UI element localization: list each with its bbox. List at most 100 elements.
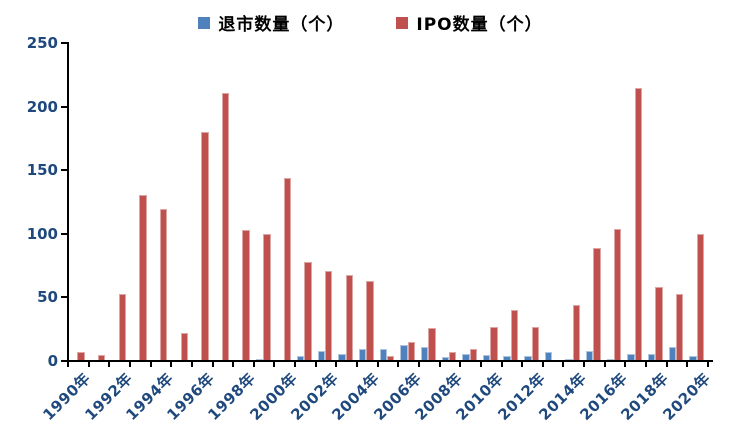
bar-delisting-2011年 (503, 356, 511, 360)
bar-ipo-1997年 (221, 92, 230, 360)
x-axis-tick (356, 362, 359, 367)
bar-ipo-1994年 (159, 208, 168, 360)
bar-ipo-2017年 (634, 87, 643, 360)
y-axis-label: 250 (26, 34, 58, 52)
bar-delisting-2008年 (441, 357, 449, 360)
bar-ipo-2018年 (655, 287, 663, 360)
bar-ipo-2005年 (387, 356, 395, 360)
y-axis (67, 42, 69, 362)
bar-ipo-1999年 (263, 234, 271, 360)
bar-delisting-2017年 (627, 353, 635, 360)
bar-ipo-1990年 (77, 352, 85, 360)
x-axis-tick (541, 362, 544, 367)
bar-delisting-2006年 (400, 344, 408, 360)
bar-ipo-1992年 (118, 293, 126, 360)
bar-ipo-2004年 (366, 281, 374, 360)
bar-ipo-2012年 (531, 326, 539, 360)
bar-ipo-1995年 (180, 333, 188, 360)
bar-delisting-2013年 (544, 352, 553, 360)
x-axis-tick (273, 362, 276, 367)
x-axis-tick (479, 362, 482, 367)
bar-ipo-2015年 (593, 248, 601, 360)
bar-ipo-2009年 (469, 348, 477, 360)
bar-ipo-2014年 (572, 305, 581, 360)
y-axis-tick (61, 360, 67, 362)
y-axis-label: 150 (26, 161, 58, 180)
y-axis-label: 50 (37, 288, 58, 307)
bar-ipo-2019年 (676, 293, 684, 360)
bar-ipo-1991年 (97, 354, 106, 360)
x-axis-tick (562, 362, 565, 367)
bar-delisting-2010年 (482, 354, 491, 360)
y-axis-label: 0 (47, 352, 58, 370)
y-axis-tick (61, 169, 67, 172)
bar-delisting-2005年 (379, 348, 387, 360)
legend-swatch-ipo-icon (396, 16, 409, 29)
bar-ipo-2002年 (325, 270, 333, 360)
x-axis-tick (603, 362, 606, 367)
bar-ipo-2000年 (283, 178, 292, 360)
x-axis-tick (438, 362, 441, 367)
x-axis-tick (376, 362, 379, 367)
y-axis-tick (61, 232, 67, 235)
bar-delisting-2019年 (668, 347, 677, 360)
bar-delisting-2001年 (297, 356, 305, 360)
bar-ipo-1998年 (242, 230, 250, 360)
bar-ipo-2008年 (448, 352, 457, 360)
y-axis-label: 100 (26, 224, 58, 243)
bar-ipo-2007年 (428, 328, 436, 360)
x-axis-tick (459, 362, 462, 367)
x-axis-tick (521, 362, 524, 367)
x-axis-tick (67, 362, 69, 367)
bar-ipo-1996年 (201, 132, 209, 360)
x-axis-tick (128, 362, 131, 367)
bar-delisting-2015年 (586, 351, 594, 360)
x-axis-tick (665, 362, 668, 367)
y-axis-label: 200 (26, 97, 58, 116)
bar-delisting-2018年 (647, 353, 656, 360)
x-axis-tick (583, 362, 586, 367)
x-axis-tick (149, 362, 152, 367)
legend-item-ipo: IPO数量（个） (396, 10, 542, 35)
legend-label-delisting: 退市数量（个） (218, 15, 345, 35)
bar-ipo-1993年 (139, 194, 147, 360)
x-axis-tick (232, 362, 235, 367)
bar-ipo-2011年 (510, 310, 519, 360)
x-axis (65, 360, 713, 362)
bar-ipo-2010年 (490, 326, 498, 360)
x-axis-tick (170, 362, 173, 367)
bar-delisting-1999年 (255, 358, 264, 360)
chart-legend: 退市数量（个） IPO数量（个） (0, 10, 741, 35)
y-axis-tick (61, 42, 67, 44)
x-axis-tick (686, 362, 689, 367)
bar-delisting-2003年 (338, 353, 346, 360)
x-axis-tick (211, 362, 214, 367)
x-axis-tick (335, 362, 338, 367)
x-axis-tick (190, 362, 193, 367)
x-axis-tick (397, 362, 400, 367)
x-axis-tick (417, 362, 420, 367)
bar-delisting-2012年 (524, 356, 532, 360)
bar-delisting-2020年 (689, 356, 697, 360)
bar-ipo-2020年 (696, 234, 705, 360)
x-axis-tick (645, 362, 648, 367)
legend-item-delisting: 退市数量（个） (198, 10, 344, 35)
x-axis-tick (500, 362, 503, 367)
x-axis-tick (108, 362, 111, 367)
y-axis-tick (61, 105, 67, 108)
bar-ipo-2001年 (304, 262, 312, 360)
x-axis-tick (314, 362, 317, 367)
x-axis-tick (707, 362, 709, 367)
bar-ipo-2016年 (614, 228, 622, 360)
legend-label-ipo: IPO数量（个） (416, 15, 543, 35)
bar-delisting-2002年 (317, 351, 326, 360)
x-axis-tick (624, 362, 627, 367)
x-axis-tick (294, 362, 297, 367)
bar-delisting-2009年 (462, 353, 470, 360)
y-axis-tick (61, 296, 67, 299)
x-axis-tick (252, 362, 255, 367)
bar-delisting-2016年 (606, 358, 615, 360)
bar-ipo-2003年 (345, 274, 354, 360)
